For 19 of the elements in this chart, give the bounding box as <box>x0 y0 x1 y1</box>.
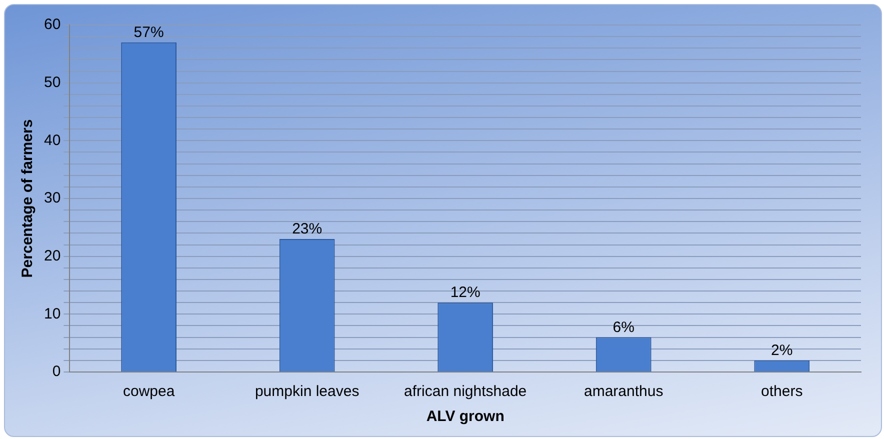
x-tick-label: african nightshade <box>404 383 527 400</box>
y-tick-label: 0 <box>52 363 61 380</box>
x-tick-label: others <box>761 383 803 400</box>
y-tick-label: 10 <box>44 305 61 322</box>
data-label: 2% <box>771 342 793 360</box>
x-axis-title: ALV grown <box>426 408 504 426</box>
data-label: 57% <box>134 24 164 41</box>
data-label: 23% <box>292 220 322 238</box>
y-tick-label: 30 <box>44 190 61 207</box>
data-label: 6% <box>612 318 634 336</box>
y-tick-label: 50 <box>44 74 61 91</box>
y-tick-label: 20 <box>44 247 61 264</box>
y-axis-title: Percentage of farmers <box>19 119 36 278</box>
y-tick-label: 60 <box>44 16 61 34</box>
y-tick-label: 40 <box>44 132 61 149</box>
x-tick-label: cowpea <box>122 383 176 400</box>
x-tick-label: pumpkin leaves <box>254 383 360 400</box>
data-label: 12% <box>450 284 480 302</box>
x-tick-label: amaranthus <box>584 383 664 400</box>
